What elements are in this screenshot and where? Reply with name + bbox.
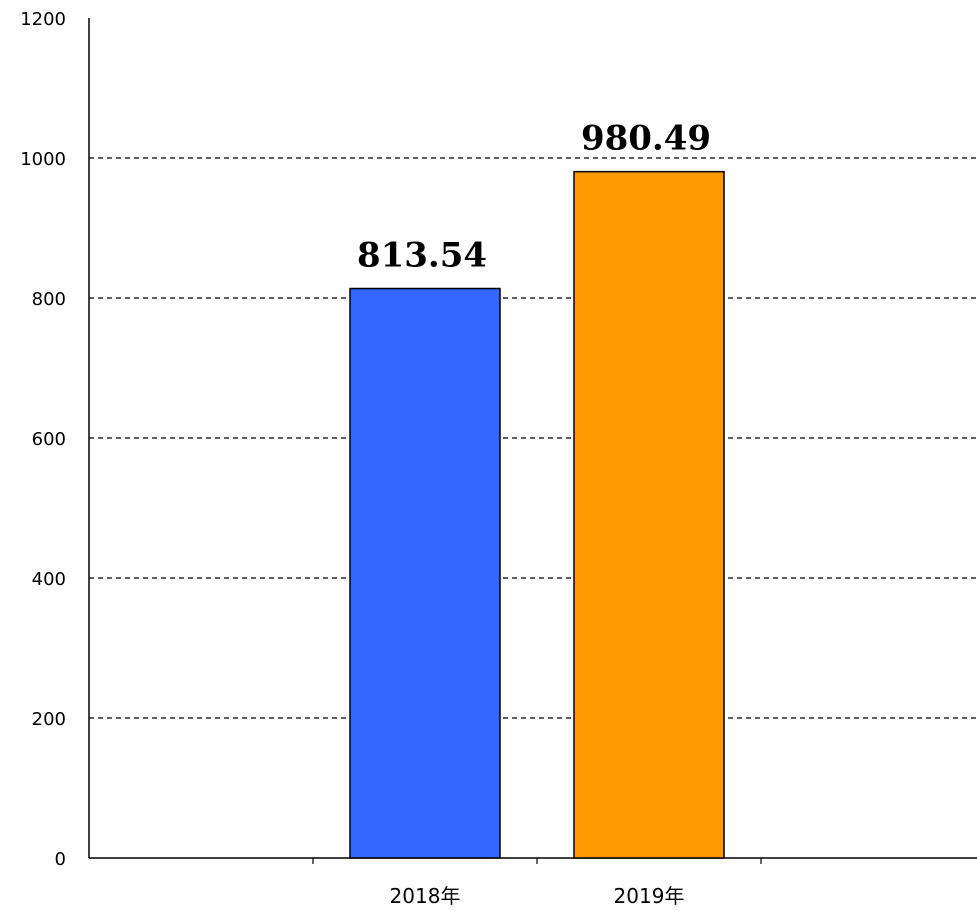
data-label: 980.49: [581, 119, 711, 159]
y-tick-label: 1200: [20, 9, 66, 30]
y-tick-label: 600: [32, 429, 66, 450]
bar-1: [349, 287, 501, 859]
bar-2: [573, 170, 725, 859]
y-tick-labels: 0 200 400 600 800 1000 1200: [20, 9, 66, 870]
axes: [88, 18, 977, 859]
x-tick-label: 2018年: [390, 884, 461, 908]
category-labels: 2018年 2019年: [390, 884, 685, 908]
y-tick-label: 1000: [20, 149, 66, 170]
y-tick-label: 200: [32, 709, 66, 730]
x-tick-label: 2019年: [614, 884, 685, 908]
x-tick-marks: [312, 858, 762, 864]
bars: [349, 170, 725, 859]
gridlines: [89, 157, 977, 719]
data-label: 813.54: [357, 236, 487, 276]
y-tick-label: 400: [32, 569, 66, 590]
data-labels: 813.54 980.49: [357, 119, 711, 276]
y-tick-label: 800: [32, 289, 66, 310]
y-tick-label: 0: [55, 849, 66, 870]
